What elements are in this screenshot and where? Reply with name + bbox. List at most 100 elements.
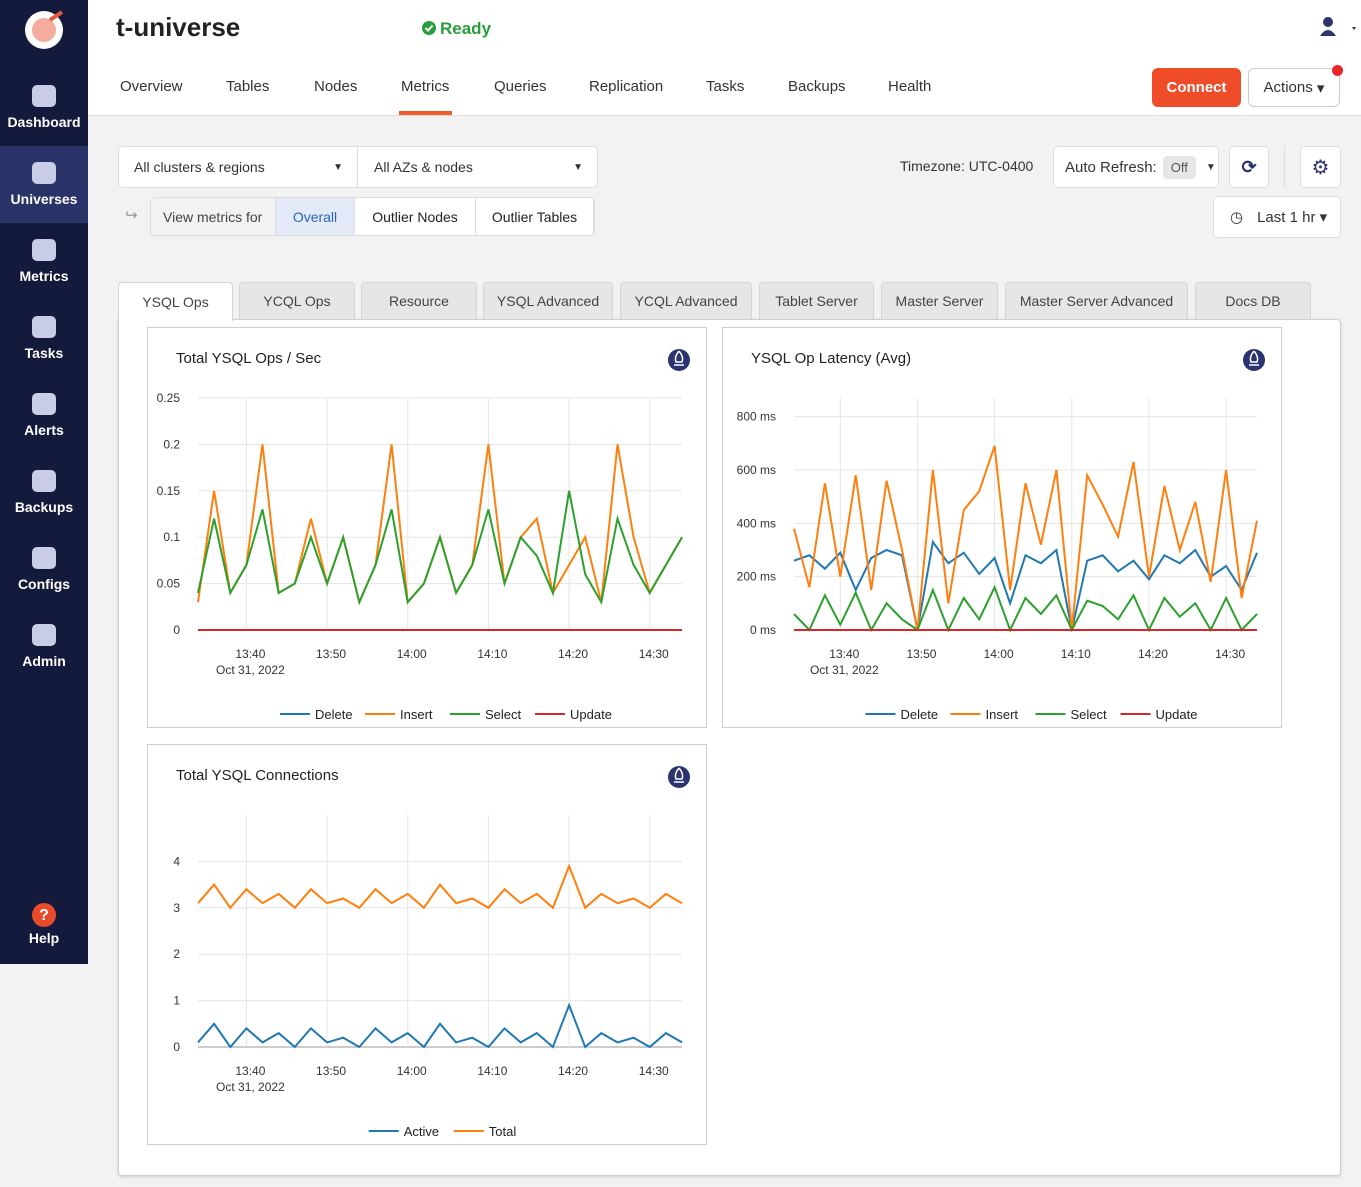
time-range[interactable]: ◷ Last 1 hr ▾ bbox=[1213, 196, 1341, 238]
y-tick-label: 0.05 bbox=[157, 577, 181, 591]
x-tick-label: 13:40 bbox=[235, 647, 265, 661]
y-tick-label: 200 ms bbox=[737, 570, 776, 584]
svg-text:?: ? bbox=[39, 907, 49, 924]
legend-item[interactable]: Select bbox=[450, 707, 522, 722]
metric-tab[interactable]: YSQL Ops bbox=[118, 282, 233, 321]
auto-refresh[interactable]: Auto Refresh: Off ▼ bbox=[1053, 146, 1219, 188]
series-line bbox=[197, 1002, 683, 1049]
az-label: All AZs & nodes bbox=[374, 159, 473, 175]
sidebar-item[interactable]: Metrics bbox=[0, 223, 88, 300]
icon-flame bbox=[674, 767, 684, 783]
chart-panel: Total YSQL Ops / Sec 0 0.05 0.1 0.15 0.2 0.25 1… bbox=[147, 327, 707, 728]
sidebar-icon bbox=[32, 239, 56, 261]
sidebar-icon bbox=[32, 85, 56, 107]
sidebar-item[interactable]: Dashboard bbox=[0, 69, 88, 146]
icon-circle bbox=[668, 349, 690, 371]
legend-item[interactable]: Delete bbox=[865, 707, 939, 722]
sidebar-icon bbox=[32, 547, 56, 569]
x-date-label: Oct 31, 2022 bbox=[810, 663, 879, 677]
sidebar-label: Tasks bbox=[24, 345, 64, 361]
metric-tab[interactable]: YCQL Ops bbox=[239, 282, 355, 319]
y-tick-label: 4 bbox=[173, 854, 180, 868]
legend-item[interactable]: Update bbox=[535, 707, 612, 722]
nav-tab[interactable]: Overview bbox=[120, 78, 183, 95]
x-tick-label: 13:40 bbox=[829, 647, 859, 661]
x-tick-label: 14:00 bbox=[397, 1064, 427, 1078]
sidebar-icon bbox=[32, 316, 56, 338]
ready-icon bbox=[422, 21, 436, 35]
az-dropdown[interactable]: All AZs & nodes ▼ bbox=[357, 146, 598, 188]
nav-tab[interactable]: Tables bbox=[226, 78, 270, 95]
arrow-icon: ↪ bbox=[125, 207, 138, 224]
legend-item[interactable]: Delete bbox=[280, 707, 353, 722]
legend-item[interactable]: Update bbox=[1120, 707, 1198, 722]
view-option[interactable]: Overall bbox=[276, 198, 355, 235]
auto-refresh-label: Auto Refresh: bbox=[1065, 158, 1157, 176]
prometheus-icon[interactable] bbox=[668, 766, 690, 788]
y-tick-label: 400 ms bbox=[737, 516, 776, 530]
sidebar-item[interactable]: Universes bbox=[0, 146, 88, 223]
x-tick-label: 14:10 bbox=[477, 647, 507, 661]
nav-tab[interactable]: Health bbox=[888, 78, 932, 95]
metric-tab[interactable]: Resource bbox=[361, 282, 477, 319]
connect-button[interactable]: Connect bbox=[1152, 68, 1241, 107]
cluster-dropdown[interactable]: All clusters & regions ▼ bbox=[118, 146, 358, 188]
y-tick-label: 2 bbox=[173, 947, 180, 961]
legend-label: Update bbox=[1156, 707, 1198, 722]
legend-item[interactable]: Select bbox=[1035, 707, 1108, 722]
sidebar-item[interactable]: Admin bbox=[0, 608, 88, 685]
cluster-label: All clusters & regions bbox=[134, 159, 265, 175]
nav-tab[interactable]: Replication bbox=[589, 78, 664, 95]
help-nav[interactable]: ? Help bbox=[0, 885, 88, 962]
icon-flame bbox=[1249, 350, 1259, 366]
legend-item[interactable]: Insert bbox=[365, 707, 433, 722]
chart-panel: YSQL Op Latency (Avg) 0 ms 200 ms 400 ms 600… bbox=[722, 327, 1282, 728]
nav-tab[interactable]: Tasks bbox=[706, 78, 745, 95]
universe-title: t-universe bbox=[116, 12, 241, 42]
metric-tab[interactable]: YCQL Advanced bbox=[620, 282, 752, 319]
sidebar-icon bbox=[32, 470, 56, 492]
sidebar-item[interactable]: Alerts bbox=[0, 377, 88, 454]
legend-label: Select bbox=[485, 707, 522, 722]
sidebar-item[interactable]: Configs bbox=[0, 531, 88, 608]
sidebar: ? Help Dashboard Universes Metrics Tasks Ale… bbox=[0, 0, 88, 964]
nav-tab[interactable]: Nodes bbox=[314, 78, 358, 95]
chart: Total YSQL Ops / Sec 0 0.05 0.1 0.15 0.2 0.25 1… bbox=[157, 349, 690, 722]
view-option[interactable]: Outlier Tables bbox=[476, 198, 594, 235]
refresh-button[interactable]: ⟳ bbox=[1229, 146, 1269, 188]
view-option[interactable]: Outlier Nodes bbox=[355, 198, 476, 235]
x-tick-label: 14:30 bbox=[639, 1064, 669, 1078]
metric-tab[interactable]: Tablet Server bbox=[759, 282, 874, 319]
divider bbox=[1284, 146, 1285, 188]
settings-button[interactable]: ⚙ bbox=[1300, 146, 1341, 188]
legend-label: Delete bbox=[901, 707, 939, 722]
legend-item[interactable]: Active bbox=[368, 1124, 439, 1139]
x-tick-label: 14:10 bbox=[477, 1064, 507, 1078]
sidebar-item[interactable]: Backups bbox=[0, 454, 88, 531]
sidebar-label: Dashboard bbox=[7, 114, 81, 130]
prometheus-icon[interactable] bbox=[668, 349, 690, 371]
nav-tab[interactable]: Metrics bbox=[401, 78, 450, 95]
nav-tab[interactable]: Queries bbox=[494, 78, 547, 95]
y-tick-label: 0 ms bbox=[750, 623, 776, 637]
user-menu[interactable] bbox=[1318, 16, 1358, 40]
sidebar-item[interactable]: Tasks bbox=[0, 300, 88, 377]
metric-tab[interactable]: YSQL Advanced bbox=[483, 282, 613, 319]
legend-item[interactable]: Insert bbox=[950, 707, 1019, 722]
actions-button[interactable]: Actions ▾ bbox=[1248, 68, 1340, 107]
chart-panel: Total YSQL Connections 0 1 2 3 4 13:40 13:50 14:… bbox=[147, 744, 707, 1145]
metric-tab[interactable]: Docs DB bbox=[1195, 282, 1311, 319]
chart-title: Total YSQL Connections bbox=[176, 767, 339, 784]
x-tick-label: 14:20 bbox=[558, 1064, 588, 1078]
x-tick-label: 14:30 bbox=[639, 647, 669, 661]
legend-item[interactable]: Total bbox=[453, 1124, 517, 1139]
sidebar-label: Configs bbox=[17, 576, 71, 592]
metric-tab[interactable]: Master Server Advanced bbox=[1005, 282, 1188, 319]
series-line bbox=[793, 539, 1258, 631]
x-tick-label: 13:50 bbox=[906, 647, 936, 661]
prometheus-icon[interactable] bbox=[1243, 349, 1265, 371]
nav-tab[interactable]: Backups bbox=[788, 78, 846, 95]
metric-tab[interactable]: Master Server bbox=[881, 282, 998, 319]
y-tick-label: 600 ms bbox=[737, 463, 776, 477]
view-options: Overall Outlier Nodes Outlier Tables bbox=[276, 198, 594, 235]
